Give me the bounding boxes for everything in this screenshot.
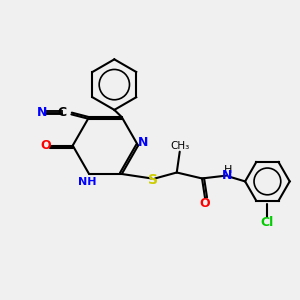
Text: O: O (41, 139, 51, 152)
Text: O: O (200, 196, 210, 210)
Text: N: N (37, 106, 48, 119)
Text: H: H (224, 164, 232, 175)
Text: C: C (57, 106, 66, 119)
Text: NH: NH (78, 177, 97, 187)
Text: CH₃: CH₃ (170, 141, 189, 151)
Text: S: S (148, 173, 158, 187)
Text: N: N (221, 169, 232, 182)
Text: Cl: Cl (261, 216, 274, 229)
Text: N: N (138, 136, 148, 149)
